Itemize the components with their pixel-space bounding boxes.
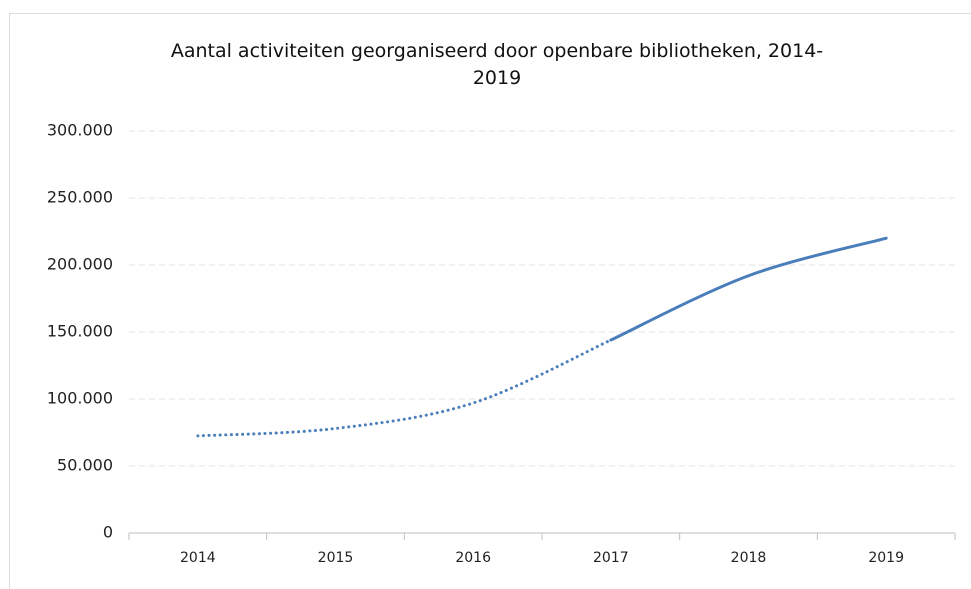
x-tick-label: 2015 — [318, 550, 354, 566]
x-tick-label: 2017 — [593, 550, 629, 566]
x-tick-label: 2016 — [455, 550, 491, 566]
y-tick-label: 150.000 — [47, 322, 113, 341]
chart-border — [9, 13, 971, 589]
y-tick-label: 50.000 — [57, 456, 113, 475]
chart-title: Aantal activiteiten georganiseerd door o… — [170, 40, 824, 89]
y-tick-label: 0 — [103, 523, 113, 542]
x-tick-label: 2018 — [731, 550, 767, 566]
line-series — [609, 236, 888, 342]
x-tick-label: 2019 — [868, 550, 904, 566]
y-tick-label: 300.000 — [47, 121, 113, 140]
y-tick-label: 100.000 — [47, 389, 113, 408]
x-tick-label: 2014 — [180, 550, 216, 566]
y-tick-label: 200.000 — [47, 255, 113, 274]
line-series — [196, 338, 613, 438]
y-tick-label: 250.000 — [47, 188, 113, 207]
